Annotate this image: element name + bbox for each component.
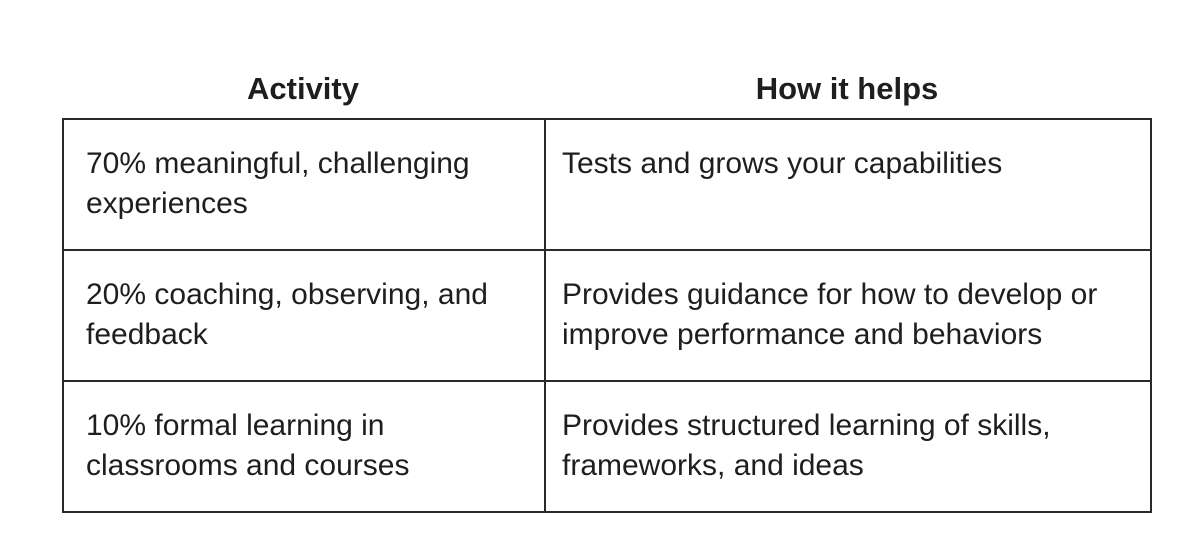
how-it-helps-cell: Provides guidance for how to develop or … — [544, 249, 1152, 382]
activity-cell: 10% formal learning in classrooms and co… — [62, 380, 546, 513]
table-row: 10% formal learning in classrooms and co… — [62, 380, 1152, 513]
how-it-helps-cell: Provides structured learning of skills, … — [544, 380, 1152, 513]
activity-table: Activity How it helps 70% meaningful, ch… — [62, 60, 1152, 513]
table-row: 20% coaching, observing, and feedback Pr… — [62, 249, 1152, 382]
table-row: 70% meaningful, challenging experiences … — [62, 118, 1152, 251]
column-header-activity: Activity — [247, 71, 359, 106]
table-header-row: Activity How it helps — [62, 60, 1150, 118]
how-it-helps-cell: Tests and grows your capabilities — [544, 118, 1152, 251]
activity-cell: 20% coaching, observing, and feedback — [62, 249, 546, 382]
column-header-how-it-helps: How it helps — [755, 71, 939, 106]
activity-cell: 70% meaningful, challenging experiences — [62, 118, 546, 251]
table-body: 70% meaningful, challenging experiences … — [62, 118, 1152, 513]
